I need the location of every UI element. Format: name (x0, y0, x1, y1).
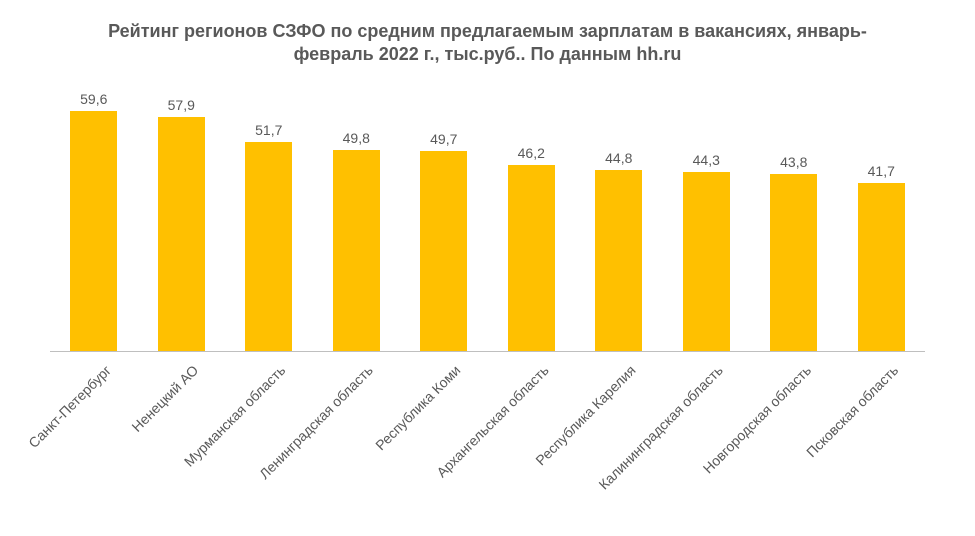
bar-wrap: 59,6 (50, 85, 138, 351)
bar-wrap: 44,3 (663, 85, 751, 351)
xlabel-cell: Псковская область (838, 356, 926, 526)
bar (508, 165, 555, 351)
xlabel-cell: Санкт-Петербург (50, 356, 138, 526)
bar-wrap: 49,8 (313, 85, 401, 351)
bar-wrap: 51,7 (225, 85, 313, 351)
bar-wrap: 44,8 (575, 85, 663, 351)
bar (595, 170, 642, 351)
x-axis-label: Санкт-Петербург (25, 362, 114, 451)
bar-wrap: 49,7 (400, 85, 488, 351)
bar-value-label: 46,2 (518, 145, 545, 161)
bar (770, 174, 817, 351)
chart-container: Рейтинг регионов СЗФО по средним предлаг… (0, 0, 975, 536)
bar-value-label: 49,7 (430, 131, 457, 147)
bar-value-label: 44,3 (693, 152, 720, 168)
bar-wrap: 46,2 (488, 85, 576, 351)
bar-wrap: 41,7 (838, 85, 926, 351)
bar (333, 150, 380, 351)
chart-title: Рейтинг регионов СЗФО по средним предлаг… (30, 20, 945, 67)
bar (420, 151, 467, 351)
bar (245, 142, 292, 351)
bar-value-label: 59,6 (80, 91, 107, 107)
xlabels-row: Санкт-ПетербургНенецкий АОМурманская обл… (50, 356, 925, 526)
x-axis-label: Ненецкий АО (128, 362, 201, 435)
bar (70, 111, 117, 351)
bar (683, 172, 730, 351)
bar-value-label: 49,8 (343, 130, 370, 146)
bar-value-label: 51,7 (255, 122, 282, 138)
bar-value-label: 41,7 (868, 163, 895, 179)
plot-area: 59,6 57,9 51,7 49,8 49,7 46,2 44,8 44,3 43,8 41,7… (30, 85, 945, 526)
bar-value-label: 57,9 (168, 97, 195, 113)
bar (158, 117, 205, 351)
bar (858, 183, 905, 351)
bar-value-label: 43,8 (780, 154, 807, 170)
bars-row: 59,6 57,9 51,7 49,8 49,7 46,2 44,8 44,3 43,8 41,7 (50, 85, 925, 352)
bar-wrap: 57,9 (138, 85, 226, 351)
bar-wrap: 43,8 (750, 85, 838, 351)
bar-value-label: 44,8 (605, 150, 632, 166)
